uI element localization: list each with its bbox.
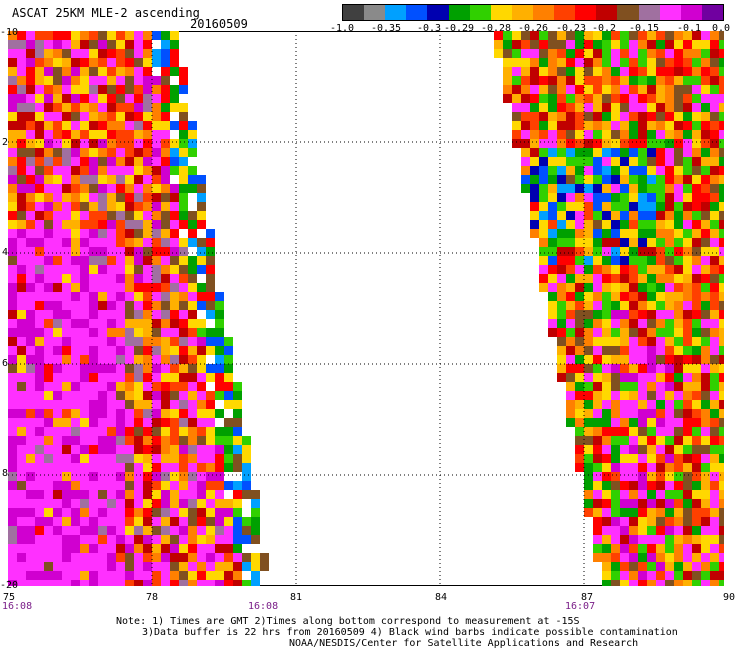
time-label: 16:08 — [2, 601, 33, 612]
map-title: ASCAT 25KM MLE-2 ascending — [12, 6, 200, 20]
footnote-line: NOAA/NESDIS/Center for Satellite Applica… — [289, 638, 639, 649]
color-scale-tick: -0.15 — [628, 23, 660, 34]
lon-label: 75 — [2, 592, 16, 603]
lat-label-fragment: 8 — [2, 468, 9, 479]
color-scale-tick: -0.29 — [443, 23, 475, 34]
lat-label: -10 — [0, 27, 19, 38]
lon-label: 84 — [434, 592, 448, 603]
color-scale-segment — [638, 5, 660, 20]
swath-cells — [8, 31, 724, 586]
color-scale-ticks: -1.0 -0.35 -0.3 -0.29 -0.28 -0.26 -0.23 … — [326, 23, 738, 37]
color-scale-tick: 0.0 — [711, 23, 731, 34]
swath-map — [8, 31, 724, 586]
color-scale-segment — [596, 5, 618, 20]
color-scale-segment — [448, 5, 470, 20]
color-scale-segment — [680, 5, 702, 20]
footnote-line: Note: 1) Times are GMT 2)Times along bot… — [116, 616, 580, 627]
footnote-line: 3)Data buffer is 22 hrs from 20160509 4)… — [142, 627, 678, 638]
color-scale-segment — [364, 5, 386, 20]
lon-label: 87 — [580, 592, 594, 603]
color-scale-tick: -0.1 — [676, 23, 702, 34]
color-scale-tick: -1.0 — [329, 23, 355, 34]
lon-label: 81 — [289, 592, 303, 603]
color-scale-segment — [343, 5, 365, 20]
lat-label-fragment: 2 — [2, 137, 9, 148]
color-scale-segment — [490, 5, 512, 20]
color-scale-segment — [575, 5, 597, 20]
lat-label: -20 — [0, 580, 19, 591]
time-label: 16:07 — [565, 601, 596, 612]
color-scale-segment — [427, 5, 449, 20]
color-scale-segment — [532, 5, 555, 20]
color-scale-tick: -0.35 — [370, 23, 402, 34]
lat-label-fragment: 4 — [2, 247, 9, 258]
lon-label: 90 — [722, 592, 736, 603]
color-scale-bar — [342, 4, 724, 21]
color-scale-segment — [511, 5, 533, 20]
color-scale-segment — [701, 5, 723, 20]
lat-label-fragment: 6 — [2, 358, 9, 369]
graticule — [8, 31, 724, 586]
map-date: 20160509 — [190, 17, 248, 31]
color-scale-segment — [406, 5, 428, 20]
color-scale-segment — [617, 5, 639, 20]
color-scale-tick: -0.23 — [555, 23, 587, 34]
time-label: 16:08 — [248, 601, 279, 612]
color-scale-tick: -0.2 — [591, 23, 617, 34]
color-scale-segment — [659, 5, 681, 20]
color-scale-segment — [385, 5, 407, 20]
color-scale-tick: -0.28 — [480, 23, 512, 34]
color-scale-tick: -0.3 — [416, 23, 442, 34]
color-scale-segment — [554, 5, 576, 20]
color-scale-segment — [469, 5, 491, 20]
color-scale-tick: -0.26 — [517, 23, 549, 34]
lon-label: 78 — [145, 592, 159, 603]
